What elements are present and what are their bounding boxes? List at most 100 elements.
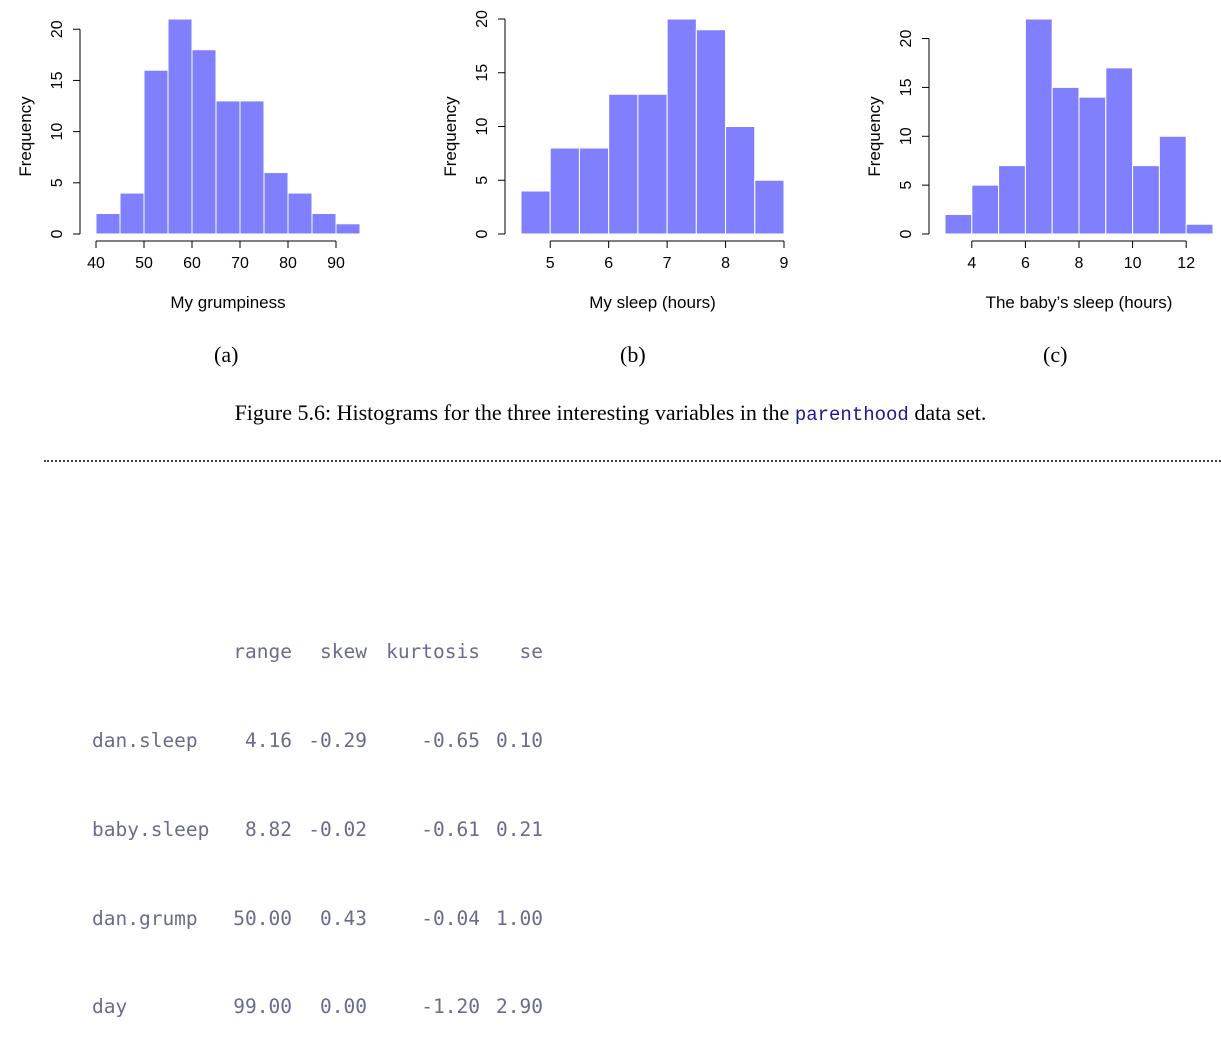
table-header-cell: range <box>233 640 292 664</box>
y-tick-label: 5 <box>898 181 915 190</box>
x-tick-label: 5 <box>546 255 555 272</box>
histogram-bar <box>239 100 265 235</box>
table-cell: -0.02 <box>308 817 367 841</box>
x-tick-label: 10 <box>1124 255 1142 272</box>
histogram-bar <box>95 213 121 235</box>
subfigure-label-c: (c) <box>1043 342 1068 367</box>
x-tick-label: 9 <box>780 255 789 272</box>
table-cell: baby.sleep <box>92 817 210 841</box>
y-tick-label: 0 <box>898 229 915 238</box>
y-tick-label: 10 <box>898 127 915 145</box>
histogram-bar <box>335 223 361 235</box>
histogram-bar <box>311 213 337 235</box>
histogram-bar <box>725 126 756 235</box>
subfigure-label-a: (a) <box>214 342 239 367</box>
y-tick-label: 20 <box>474 10 491 28</box>
y-tick-label: 15 <box>898 78 915 96</box>
table-cell: -0.65 <box>421 728 480 752</box>
table-cell: 0.43 <box>320 906 367 930</box>
x-tick-label: 6 <box>1021 255 1030 272</box>
histogram-my-sleep: 5 6 7 8 9 My sleep (hours) 0 5 10 15 20 Frequency <box>441 10 789 312</box>
y-tick-label: 20 <box>898 30 915 48</box>
table-cell: -0.04 <box>421 906 480 930</box>
subfigure-label-b: (b) <box>620 342 646 367</box>
histogram-grumpiness: 40 50 60 70 80 90 My grumpiness 0 5 10 15 20 Frequen… <box>16 18 361 312</box>
histogram-bar <box>998 165 1026 235</box>
x-tick-label: 4 <box>967 255 976 272</box>
x-axis-label: My grumpiness <box>170 293 285 312</box>
y-tick-label: 15 <box>474 64 491 82</box>
y-axis-label: Frequency <box>865 96 884 177</box>
y-tick-label: 0 <box>49 229 66 238</box>
x-tick-label: 8 <box>721 255 730 272</box>
histogram-bar <box>666 18 697 235</box>
y-tick-label: 0 <box>474 229 491 238</box>
histogram-bar <box>167 18 193 235</box>
table-cell: 0.10 <box>496 728 543 752</box>
table-cell: 0.00 <box>320 995 367 1019</box>
x-tick-label: 90 <box>327 255 345 272</box>
histogram-panel-c: 4 6 8 10 12 The baby’s sleep (hours) 0 5 10 15 20 F… <box>830 0 1221 318</box>
y-axis-label: Frequency <box>16 96 35 177</box>
x-tick-label: 70 <box>231 255 249 272</box>
table-cell: 50.00 <box>233 906 292 930</box>
table-cell: 8.82 <box>245 817 292 841</box>
table-cell: day <box>92 995 128 1019</box>
table-cell: 99.00 <box>233 995 292 1019</box>
histogram-baby-sleep: 4 6 8 10 12 The baby’s sleep (hours) 0 5 10 15 20 F… <box>865 18 1214 312</box>
histogram-bar <box>1051 86 1080 235</box>
table-cell: dan.grump <box>92 906 198 930</box>
histogram-bar <box>143 69 169 235</box>
y-tick-label: 5 <box>49 178 66 187</box>
histogram-bar <box>1078 96 1107 235</box>
y-tick-label: 15 <box>49 71 66 89</box>
table-row: day 99.00 0.00 -1.20 2.90 <box>92 992 543 1022</box>
histogram-bar <box>1105 67 1134 235</box>
histogram-bar <box>971 184 1000 235</box>
x-tick-label: 40 <box>87 255 105 272</box>
histogram-bar <box>1158 135 1187 235</box>
table-header-cell: se <box>519 640 543 664</box>
y-axis-label: Frequency <box>441 96 460 177</box>
caption-text-suffix: data set. <box>908 400 987 425</box>
histogram-bar <box>944 213 973 235</box>
figure-caption: Figure 5.6: Histograms for the three int… <box>0 400 1221 426</box>
table-header-cell <box>92 637 228 667</box>
histogram-bar <box>1132 165 1160 235</box>
y-tick-label: 10 <box>474 118 491 136</box>
dotted-separator <box>44 460 1221 462</box>
histogram-bar <box>215 100 241 235</box>
table-cell: 4.16 <box>245 728 292 752</box>
y-tick-label: 10 <box>49 123 66 141</box>
table-cell: 0.21 <box>496 817 543 841</box>
histogram-bar <box>754 179 785 235</box>
x-axis-label: My sleep (hours) <box>589 293 716 312</box>
table-cell: -0.61 <box>421 817 480 841</box>
table-row: dan.grump 50.00 0.43 -0.04 1.00 <box>92 904 543 934</box>
x-tick-label: 50 <box>135 255 153 272</box>
table-cell: dan.sleep <box>92 728 198 752</box>
x-axis-label: The baby’s sleep (hours) <box>986 293 1173 312</box>
histogram-bar <box>578 147 610 235</box>
table-row: dan.sleep 4.16 -0.29 -0.65 0.10 <box>92 726 543 756</box>
histogram-bar <box>191 49 217 235</box>
y-tick-label: 20 <box>49 20 66 38</box>
histogram-bar <box>520 190 551 235</box>
y-tick-label: 5 <box>474 176 491 185</box>
histogram-bar <box>549 147 580 235</box>
histogram-bar <box>263 172 289 235</box>
histogram-bar <box>608 93 639 235</box>
histogram-bar <box>1024 18 1053 235</box>
x-tick-label: 6 <box>604 255 613 272</box>
x-tick-label: 12 <box>1177 255 1195 272</box>
table-row: baby.sleep 8.82 -0.02 -0.61 0.21 <box>92 815 543 845</box>
x-tick-label: 7 <box>663 255 672 272</box>
x-tick-label: 8 <box>1075 255 1084 272</box>
table-header-cell: kurtosis <box>386 640 480 664</box>
table-cell: -0.29 <box>308 728 367 752</box>
x-tick-label: 60 <box>183 255 201 272</box>
table-cell: 2.90 <box>496 995 543 1019</box>
table-header-row: range skew kurtosis se <box>92 637 543 667</box>
caption-text-prefix: Figure 5.6: Histograms for the three int… <box>234 400 795 425</box>
histogram-bar <box>287 192 313 235</box>
